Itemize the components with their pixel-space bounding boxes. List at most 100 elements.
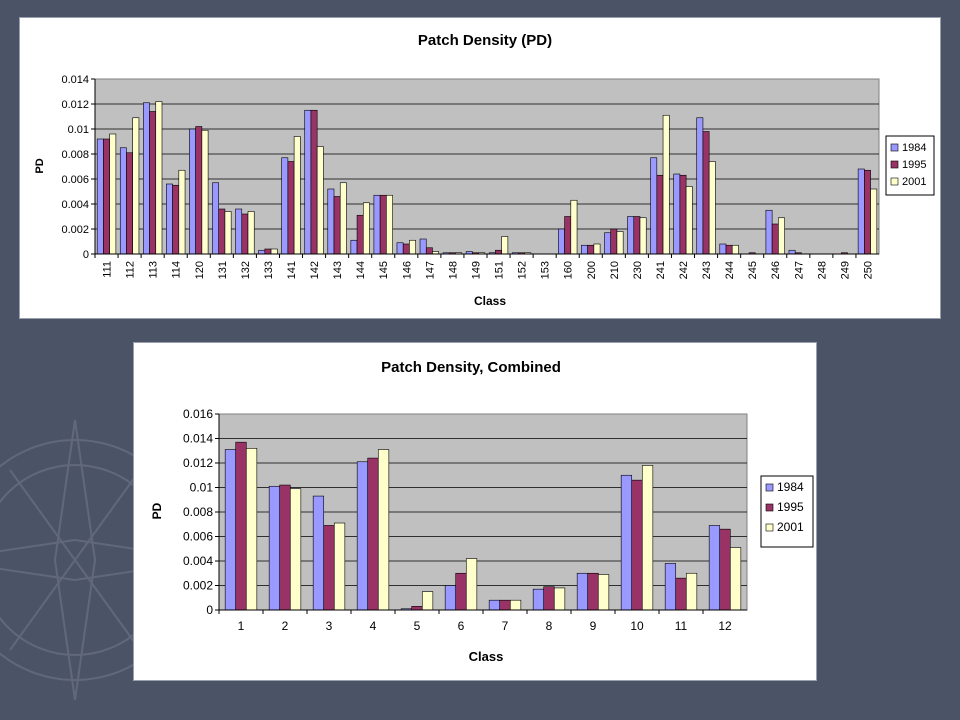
- bar-2001-142: [316, 146, 324, 255]
- bar-2001-244: [731, 244, 739, 255]
- y-tick-label: 0.002: [183, 579, 213, 593]
- bar-1995-131: [218, 208, 226, 255]
- y-tick-label: 0.006: [61, 174, 89, 186]
- x-tick-label: 149: [470, 261, 482, 279]
- bar-2001-133: [270, 248, 278, 255]
- bar-1995-12: [719, 528, 731, 611]
- legend-label-1984: 1984: [777, 480, 804, 494]
- bar-1984-241: [650, 157, 658, 255]
- bar-1995-111: [103, 138, 110, 255]
- x-tick-label: 120: [194, 261, 206, 279]
- bar-2001-8: [553, 587, 566, 611]
- x-tick-label: 5: [414, 619, 421, 633]
- bar-1995-5: [411, 606, 423, 611]
- bar-1995-151: [495, 249, 502, 255]
- bar-1995-11: [675, 577, 687, 611]
- y-tick-label: 0.014: [61, 74, 89, 86]
- legend-swatch-1995: [765, 503, 774, 512]
- bar-1995-200: [587, 244, 595, 255]
- bar-1995-246: [771, 223, 779, 255]
- x-tick-label: 200: [586, 261, 598, 279]
- bar-1995-6: [455, 572, 467, 611]
- x-tick-label: 248: [816, 261, 828, 279]
- x-tick-label: 210: [609, 261, 621, 279]
- bar-2001-12: [729, 547, 742, 611]
- legend-swatch-2001: [890, 177, 899, 186]
- bar-2001-120: [201, 129, 209, 255]
- legend: 1984 1995 2001: [760, 475, 814, 548]
- y-tick-label: 0.004: [183, 554, 213, 568]
- bar-2001-111: [109, 133, 117, 255]
- legend-label-1995: 1995: [777, 500, 804, 514]
- x-tick-label: 145: [378, 261, 390, 279]
- x-tick-label: 143: [332, 261, 344, 279]
- legend-swatch-2001: [765, 523, 774, 532]
- y-tick-label: 0.008: [61, 149, 89, 161]
- bar-1995-132: [241, 213, 249, 255]
- x-tick-label: 133: [263, 261, 275, 279]
- x-tick-label: 1: [238, 619, 245, 633]
- bar-2001-5: [421, 591, 434, 611]
- bar-1984-200: [581, 244, 588, 255]
- bar-1984-247: [788, 249, 796, 255]
- x-tick-label: 4: [370, 619, 377, 633]
- x-tick-label: 243: [701, 261, 713, 279]
- bar-1984-144: [350, 239, 358, 255]
- x-axis-label: Class: [474, 294, 506, 308]
- bar-1995-2: [279, 484, 291, 611]
- y-tick-label: 0.006: [183, 530, 213, 544]
- bar-1995-230: [633, 216, 641, 255]
- bar-2001-160: [570, 199, 578, 255]
- x-tick-label: 142: [309, 261, 321, 279]
- bar-1995-3: [323, 525, 335, 611]
- bar-1984-243: [696, 117, 704, 255]
- bar-1984-4: [356, 461, 369, 611]
- y-axis-label: PD: [34, 158, 46, 173]
- x-tick-label: 10: [630, 619, 644, 633]
- bar-1995-241: [656, 174, 664, 255]
- bar-2001-241: [662, 114, 670, 255]
- bar-1984-6: [444, 585, 457, 611]
- bar-1984-10: [620, 474, 633, 611]
- x-tick-label: 250: [862, 261, 874, 279]
- x-tick-label: 8: [546, 619, 553, 633]
- bar-1995-145: [379, 194, 387, 255]
- x-tick-label: 245: [747, 261, 759, 279]
- chart-title: Patch Density, Combined: [381, 359, 561, 376]
- bar-1984-111: [96, 138, 104, 255]
- x-tick-label: 11: [675, 619, 688, 633]
- bar-1995-250: [864, 169, 871, 255]
- bar-1984-133: [258, 249, 266, 255]
- x-tick-label: 111: [102, 261, 114, 278]
- bar-1984-242: [673, 173, 681, 255]
- bar-1984-132: [235, 208, 243, 255]
- y-tick-label: 0.012: [183, 456, 213, 470]
- bar-1995-1: [235, 441, 247, 611]
- bar-2001-114: [178, 169, 186, 255]
- x-tick-label: 141: [286, 261, 298, 279]
- bar-2001-242: [685, 186, 693, 255]
- bar-1995-9: [587, 572, 599, 611]
- bar-1984-7: [488, 599, 501, 611]
- x-tick-label: 2: [282, 619, 289, 633]
- bar-2001-6: [465, 558, 478, 611]
- bar-1984-143: [327, 188, 335, 255]
- x-tick-label: 113: [148, 261, 160, 279]
- bar-1984-244: [719, 243, 727, 255]
- y-tick-label: 0: [206, 603, 213, 617]
- x-tick-label: 3: [326, 619, 333, 633]
- bar-1995-4: [367, 457, 379, 611]
- legend-label-2001: 2001: [777, 520, 804, 534]
- x-tick-label: 114: [171, 261, 183, 279]
- y-axis-label: PD: [150, 502, 164, 519]
- bar-1984-114: [166, 183, 173, 255]
- bar-2001-9: [597, 574, 610, 611]
- chart-title: Patch Density (PD): [418, 32, 552, 49]
- bar-2001-200: [593, 243, 601, 255]
- bar-2001-2: [289, 488, 302, 611]
- bar-1995-7: [499, 599, 511, 611]
- bar-2001-7: [509, 599, 522, 611]
- bar-2001-112: [132, 117, 140, 255]
- bar-2001-246: [778, 217, 785, 255]
- bar-2001-132: [247, 211, 255, 255]
